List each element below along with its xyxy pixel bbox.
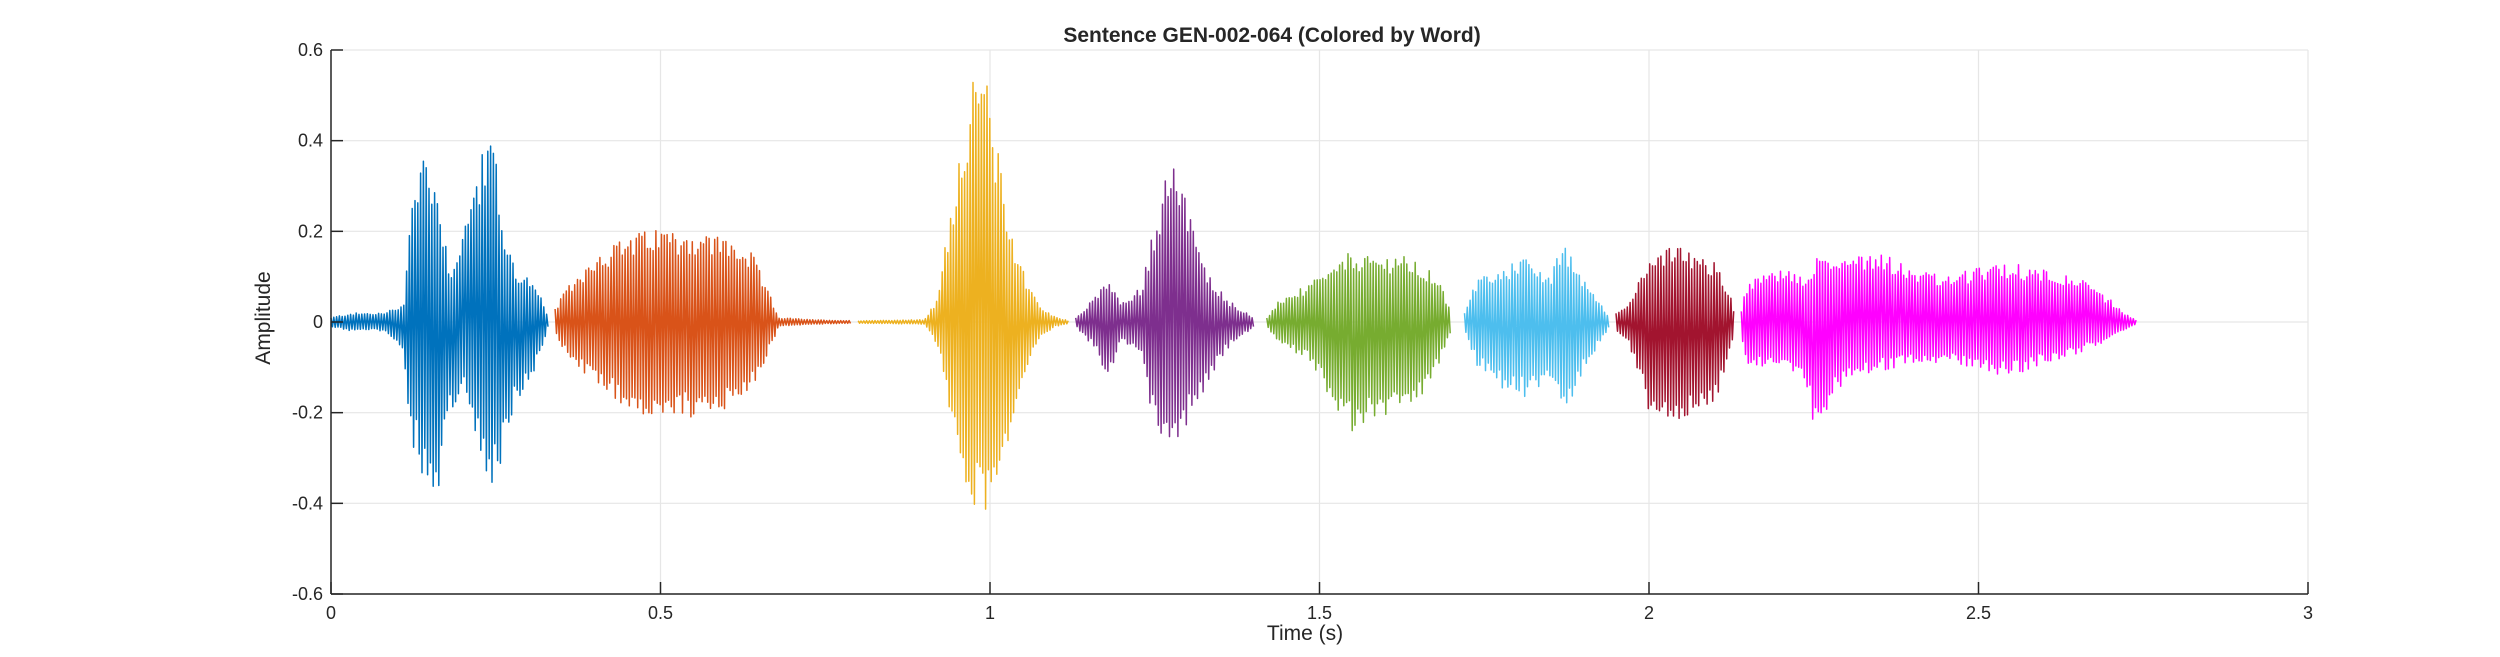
y-tick-label: 0 [313,312,323,332]
x-tick-label: 3 [2303,603,2313,623]
x-tick-label: 1 [985,603,995,623]
word-waveform-8 [1740,254,2137,420]
word-waveform-1 [330,145,549,487]
x-tick-label: 0.5 [648,603,673,623]
word-waveform-2 [554,230,852,418]
y-tick-label: -0.6 [292,584,323,604]
word-waveform-6 [1463,247,1610,404]
axes: 0 0.5 1 1.5 2 2.5 3 0.6 0.4 0.2 0 -0.2 -0.4 -0.6 [292,40,2313,623]
word-waveform-3 [857,81,1069,510]
y-tick-label: 0.2 [298,221,323,241]
x-axis-label: Time (s) [1267,622,1343,645]
y-tick-label: -0.4 [292,493,323,513]
waveform-series [330,81,2137,510]
word-waveform-4 [1074,168,1255,438]
x-tick-label: 2.5 [1966,603,1991,623]
x-tick-label: 0 [326,603,336,623]
y-tick-label: 0.4 [298,131,323,151]
word-waveform-5 [1266,252,1451,432]
x-tick-label: 2 [1644,603,1654,623]
x-tick-label: 1.5 [1307,603,1332,623]
word-waveform-7 [1615,247,1735,420]
y-tick-label: -0.2 [292,403,323,423]
y-axis-label: Amplitude [252,271,275,364]
y-tick-label: 0.6 [298,40,323,60]
chart-title: Sentence GEN-002-064 (Colored by Word) [1063,24,1480,47]
